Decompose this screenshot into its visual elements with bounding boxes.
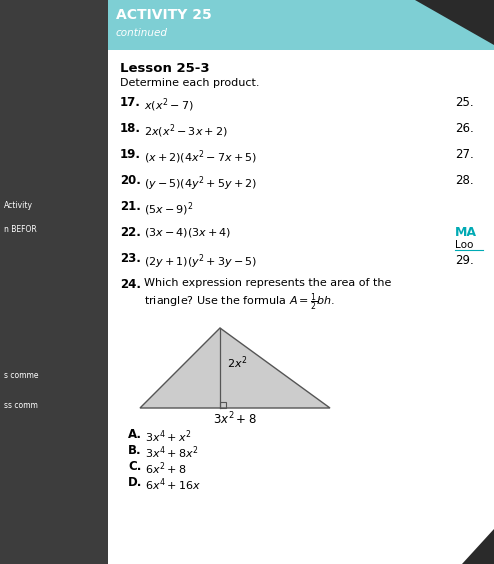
- Text: D.: D.: [128, 476, 142, 489]
- Text: 26.: 26.: [455, 122, 474, 135]
- Text: 28.: 28.: [455, 174, 474, 187]
- Text: $3x^2 + 8$: $3x^2 + 8$: [213, 411, 257, 428]
- Text: $6x^4 + 16x$: $6x^4 + 16x$: [145, 476, 201, 492]
- Bar: [0, 0, 108, 564]
- Text: s comme: s comme: [4, 371, 39, 380]
- Text: 24.: 24.: [120, 278, 141, 291]
- Polygon shape: [415, 0, 494, 45]
- Text: 25.: 25.: [455, 96, 474, 109]
- Text: ACTIVITY 25: ACTIVITY 25: [116, 8, 212, 22]
- Text: 17.: 17.: [120, 96, 141, 109]
- Text: $2x^2$: $2x^2$: [227, 355, 247, 371]
- Text: 22.: 22.: [120, 226, 141, 239]
- Text: 19.: 19.: [120, 148, 141, 161]
- Text: MA: MA: [455, 226, 477, 239]
- Text: B.: B.: [128, 444, 142, 457]
- Bar: [108, 0, 494, 50]
- Text: Determine each product.: Determine each product.: [120, 78, 259, 88]
- Text: n BEFOR: n BEFOR: [4, 226, 37, 235]
- Text: $(3x - 4)(3x + 4)$: $(3x - 4)(3x + 4)$: [144, 226, 231, 239]
- Text: $x(x^2 - 7)$: $x(x^2 - 7)$: [144, 96, 194, 113]
- Text: 29.: 29.: [455, 254, 474, 267]
- Text: C.: C.: [128, 460, 141, 473]
- Text: 27.: 27.: [455, 148, 474, 161]
- Text: 21.: 21.: [120, 200, 141, 213]
- Text: Lesson 25-3: Lesson 25-3: [120, 62, 209, 75]
- Bar: [220, 402, 226, 408]
- Text: 23.: 23.: [120, 252, 141, 265]
- Text: 18.: 18.: [120, 122, 141, 135]
- Text: A.: A.: [128, 428, 142, 441]
- Text: continued: continued: [116, 28, 168, 38]
- Polygon shape: [462, 529, 494, 564]
- Text: $3x^4 + x^2$: $3x^4 + x^2$: [145, 428, 191, 444]
- Text: 20.: 20.: [120, 174, 141, 187]
- Text: $(x + 2)(4x^2 - 7x + 5)$: $(x + 2)(4x^2 - 7x + 5)$: [144, 148, 257, 166]
- Text: triangle? Use the formula $A = \frac{1}{2}bh$.: triangle? Use the formula $A = \frac{1}{…: [144, 292, 335, 314]
- Text: $3x^4 + 8x^2$: $3x^4 + 8x^2$: [145, 444, 199, 461]
- Text: $2x(x^2 - 3x + 2)$: $2x(x^2 - 3x + 2)$: [144, 122, 228, 140]
- Text: $(2y + 1)(y^2 + 3y - 5)$: $(2y + 1)(y^2 + 3y - 5)$: [144, 252, 257, 271]
- Text: $(5x - 9)^2$: $(5x - 9)^2$: [144, 200, 193, 218]
- Text: $6x^2 + 8$: $6x^2 + 8$: [145, 460, 186, 477]
- Text: Loo: Loo: [455, 240, 473, 250]
- Text: Which expression represents the area of the: Which expression represents the area of …: [144, 278, 391, 288]
- Text: Activity: Activity: [4, 200, 33, 209]
- Text: $(y - 5)(4y^2 + 5y + 2)$: $(y - 5)(4y^2 + 5y + 2)$: [144, 174, 257, 192]
- Polygon shape: [140, 328, 330, 408]
- Text: ss comm: ss comm: [4, 400, 38, 409]
